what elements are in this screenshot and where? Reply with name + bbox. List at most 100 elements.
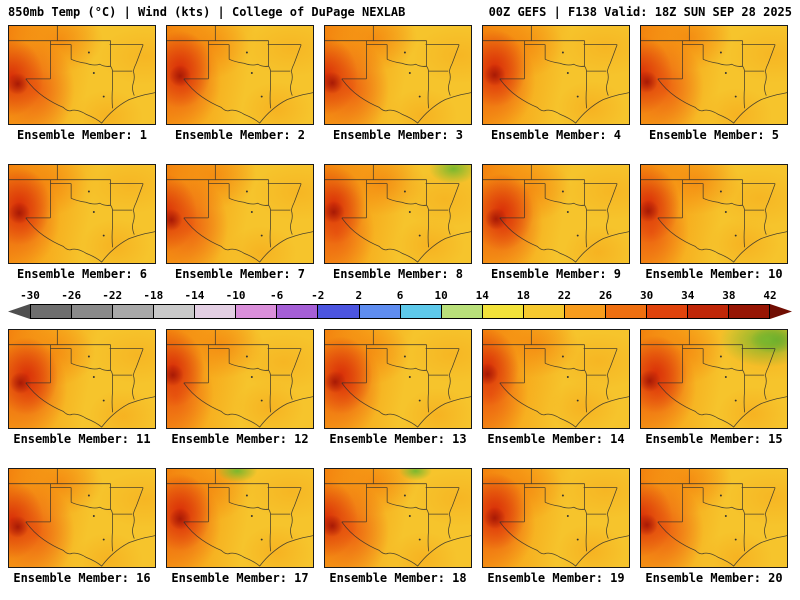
colorbar-tick: 10 [434,289,448,302]
state-borders [167,165,313,263]
colorbar-segment [277,305,319,318]
ensemble-member-label: Ensemble Member: 3 [332,128,464,142]
product-title: 850mb Temp (°C) | Wind (kts) | College o… [8,5,406,19]
ensemble-member-label: Ensemble Member: 17 [171,571,309,585]
state-borders [325,26,471,124]
ensemble-grid: Ensemble Member: 1 Ensemble Member: 2 Ense… [0,25,800,585]
ensemble-panel: Ensemble Member: 19 [482,468,630,585]
ensemble-panel: Ensemble Member: 16 [8,468,156,585]
colorbar-tick: 14 [475,289,489,302]
map-member-3[interactable] [324,25,472,125]
colorbar-segment [72,305,114,318]
ensemble-panel: Ensemble Member: 3 [324,25,472,142]
ensemble-member-label: Ensemble Member: 16 [13,571,151,585]
ensemble-member-label: Ensemble Member: 5 [648,128,780,142]
ensemble-member-label: Ensemble Member: 20 [645,571,783,585]
colorbar-tick: -30 [20,289,40,302]
map-member-19[interactable] [482,468,630,568]
state-borders [9,165,155,263]
map-member-11[interactable] [8,329,156,429]
map-member-1[interactable] [8,25,156,125]
colorbar-bar [8,304,792,319]
ensemble-member-label: Ensemble Member: 2 [174,128,306,142]
state-borders [641,469,787,567]
colorbar-segment [646,305,688,318]
colorbar-tick: 38 [722,289,736,302]
colorbar-tick: 26 [598,289,613,302]
colorbar-arrow-right [770,304,792,319]
map-member-4[interactable] [482,25,630,125]
colorbar-segment [605,305,647,318]
state-borders [167,330,313,428]
colorbar-segments [30,304,770,319]
map-member-14[interactable] [482,329,630,429]
map-member-2[interactable] [166,25,314,125]
ensemble-member-label: Ensemble Member: 4 [490,128,622,142]
map-member-17[interactable] [166,468,314,568]
ensemble-member-label: Ensemble Member: 19 [487,571,625,585]
state-borders [325,469,471,567]
colorbar-segment [729,305,770,318]
map-member-9[interactable] [482,164,630,264]
map-member-20[interactable] [640,468,788,568]
state-borders [9,330,155,428]
state-borders [9,469,155,567]
colorbar-segment [195,305,237,318]
ensemble-member-label: Ensemble Member: 18 [329,571,467,585]
ensemble-panel: Ensemble Member: 1 [8,25,156,142]
map-member-8[interactable] [324,164,472,264]
state-borders [167,26,313,124]
ensemble-panel: Ensemble Member: 11 [8,329,156,446]
map-member-12[interactable] [166,329,314,429]
colorbar-tick: -14 [184,289,205,302]
colorbar-tick: 30 [640,289,654,302]
colorbar-segment [318,305,360,318]
ensemble-member-label: Ensemble Member: 12 [171,432,309,446]
colorbar-segment [236,305,278,318]
ensemble-panel: Ensemble Member: 18 [324,468,472,585]
ensemble-panel: Ensemble Member: 7 [166,164,314,281]
title-bar: 850mb Temp (°C) | Wind (kts) | College o… [0,0,800,21]
colorbar-segment [31,305,73,318]
ensemble-panel: Ensemble Member: 17 [166,468,314,585]
map-member-10[interactable] [640,164,788,264]
ensemble-row-1: Ensemble Member: 1 Ensemble Member: 2 Ense… [0,25,800,142]
map-member-18[interactable] [324,468,472,568]
colorbar-tick: -10 [225,289,246,302]
state-borders [325,330,471,428]
state-borders [641,26,787,124]
ensemble-member-label: Ensemble Member: 14 [487,432,625,446]
run-valid-info: 00Z GEFS | F138 Valid: 18Z SUN SEP 28 20… [488,5,792,19]
ensemble-panel: Ensemble Member: 12 [166,329,314,446]
colorbar-segment [523,305,565,318]
ensemble-member-label: Ensemble Member: 11 [13,432,151,446]
map-member-5[interactable] [640,25,788,125]
ensemble-panel: Ensemble Member: 20 [640,468,788,585]
map-member-6[interactable] [8,164,156,264]
state-borders [167,469,313,567]
map-member-7[interactable] [166,164,314,264]
colorbar-tick: -18 [143,289,164,302]
ensemble-member-label: Ensemble Member: 15 [645,432,783,446]
colorbar-segment [400,305,442,318]
ensemble-panel: Ensemble Member: 9 [482,164,630,281]
temperature-colorbar: -30 -26 -22 -18 -14 -10 -6 -2 2 6 10 14 18 22 26 30 34 38… [8,289,792,321]
colorbar-tick: 22 [557,289,572,302]
colorbar-tick: 18 [516,289,530,302]
ensemble-member-label: Ensemble Member: 7 [174,267,306,281]
ensemble-panel: Ensemble Member: 10 [640,164,788,281]
map-member-15[interactable] [640,329,788,429]
state-borders [483,26,629,124]
ensemble-panel: Ensemble Member: 6 [8,164,156,281]
colorbar-tick: 34 [681,289,695,302]
state-borders [325,165,471,263]
ensemble-panel: Ensemble Member: 15 [640,329,788,446]
colorbar-segment [482,305,524,318]
map-member-16[interactable] [8,468,156,568]
colorbar-tick: 2 [355,289,363,302]
ensemble-member-label: Ensemble Member: 9 [490,267,622,281]
state-borders [9,26,155,124]
map-member-13[interactable] [324,329,472,429]
state-borders [483,165,629,263]
colorbar-segment [564,305,606,318]
